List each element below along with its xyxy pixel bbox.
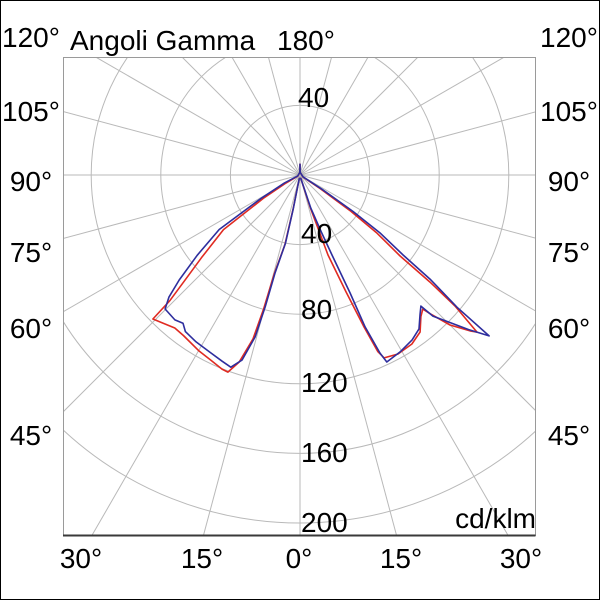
chart-title: Angoli Gamma [70,25,256,56]
gamma-label-right-60: 60° [548,313,590,344]
unit-label: cd/klm [455,503,536,534]
radial-label-200: 200 [301,507,348,538]
radial-label-120: 120 [301,367,348,398]
radial-label-40: 40 [301,218,332,249]
gamma-label-bottom-30R: 30° [500,543,542,574]
gamma-label-left-60: 60° [10,313,52,344]
gamma-label-left-75: 75° [10,237,52,268]
gamma-label-left-45: 45° [10,420,52,451]
gamma-label-top-180: 180° [277,25,335,56]
gamma-label-right-105: 105° [540,96,598,127]
gamma-label-bottom-15L: 15° [181,543,223,574]
gamma-label-bottom-30L: 30° [60,543,102,574]
curve-red [152,163,478,373]
gamma-label-bottom-15R: 15° [380,543,422,574]
radial-label-80: 80 [301,294,332,325]
intensity-curves [152,163,490,373]
radial-label-160: 160 [301,437,348,468]
gamma-label-right-120: 120° [540,22,598,53]
gamma-label-right-45: 45° [548,420,590,451]
gamma-label-left-90: 90° [10,166,52,197]
gamma-label-left-105: 105° [2,96,60,127]
radial-label-40-top: 40 [298,82,329,113]
gamma-label-bottom-0: 0° [286,543,313,574]
gamma-label-left-120: 120° [2,22,60,53]
gamma-label-right-75: 75° [548,237,590,268]
curve-blue [164,163,490,368]
gamma-label-right-90: 90° [548,166,590,197]
